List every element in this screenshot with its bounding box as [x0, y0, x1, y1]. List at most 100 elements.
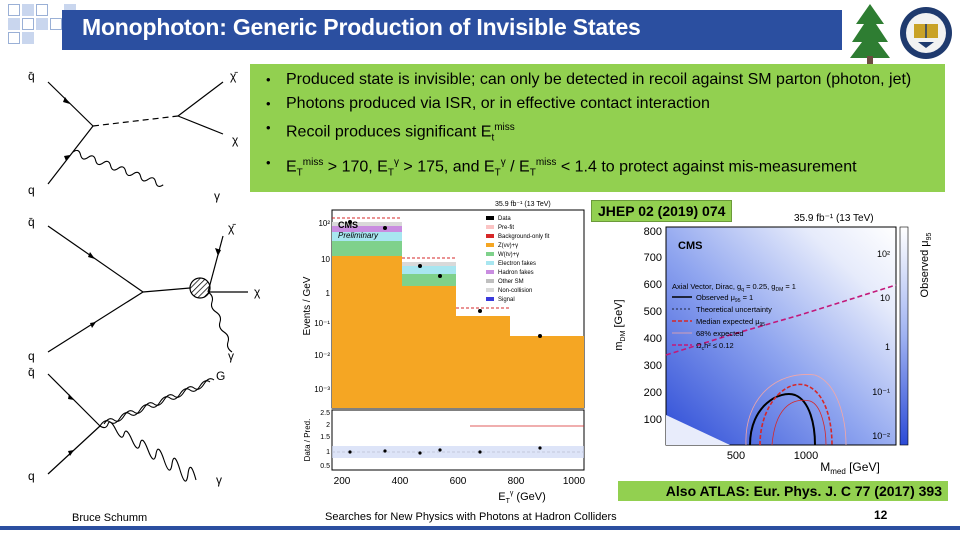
right-xlabel: Mmed [GeV] — [820, 460, 880, 475]
left-ratio-tick: 2.5 — [320, 410, 330, 417]
right-legend-entry: Theoretical uncertainty — [696, 305, 772, 314]
left-legend-entry: Non-collision — [498, 288, 532, 294]
left-ytick: 10⁻² — [314, 351, 330, 360]
right-xticks: 500 1000 — [727, 450, 818, 462]
right-legend-entry: Ωch² ≤ 0.12 — [696, 341, 734, 352]
bullet-list: Produced state is invisible; can only be… — [250, 64, 945, 185]
feynman-diagrams: q̄ q χ̄ χ γ q̄ q χ̄ χ γ q̄ q G γ — [28, 69, 261, 487]
left-cms: CMS — [338, 220, 358, 230]
left-legend-entry: Z(νν)+γ — [498, 243, 518, 249]
page-number: 12 — [874, 508, 888, 522]
left-lumi: 35.9 fb⁻¹ (13 TeV) — [495, 201, 551, 208]
right-ztick: 1 — [885, 342, 890, 352]
left-ratio-tick: 1 — [326, 449, 330, 456]
bullet-box: Produced state is invisible; can only be… — [250, 64, 945, 192]
feynman-diagram-2: q̄ q χ̄ χ γ — [28, 215, 261, 363]
left-ytick: 10² — [318, 219, 330, 228]
feynman-diagram-1: q̄ q χ̄ χ γ — [28, 69, 239, 203]
d3-gamma-label: γ — [216, 473, 222, 487]
right-legend-entry: Observed μ95 = 1 — [696, 293, 753, 304]
right-cms: CMS — [678, 240, 702, 252]
left-ytick: 10⁻¹ — [314, 319, 330, 328]
right-ytick: 100 — [644, 414, 662, 426]
slide-title: Monophoton: Generic Production of Invisi… — [82, 14, 641, 40]
right-legend-entry: 68% expected — [696, 329, 744, 338]
footer-title: Searches for New Physics with Photons at… — [325, 511, 617, 523]
d3-qbar-label: q̄ — [28, 365, 35, 379]
right-ztick: 10⁻¹ — [872, 387, 890, 397]
left-xtick: 400 — [392, 476, 409, 487]
university-logos — [850, 4, 952, 64]
jhep-reference: JHEP 02 (2019) 074 — [591, 200, 733, 222]
d1-chi-label: χ — [232, 133, 239, 147]
d1-gamma-label: γ — [214, 189, 220, 203]
right-ytick: 300 — [644, 360, 662, 372]
redwood-tree-logo — [850, 4, 890, 64]
bullet-item: Photons produced via ISR, or in effectiv… — [264, 92, 937, 116]
effective-vertex — [189, 277, 211, 299]
left-yticks: 10² 10 1 10⁻¹ 10⁻² 10⁻³ — [314, 219, 330, 394]
left-legend-entry: Data — [498, 216, 511, 222]
left-ratio-ticks: 2.5 2 1.5 1 0.5 — [320, 410, 330, 470]
right-lumi: 35.9 fb⁻¹ (13 TeV) — [794, 213, 874, 224]
plot-right-exclusion: Axial Vector, Dirac, gq = 0.25, gDM = 1 … — [610, 205, 948, 475]
right-ytick: 400 — [644, 333, 662, 345]
right-ztick: 10⁻² — [872, 431, 890, 441]
left-xtick: 200 — [334, 476, 351, 487]
left-ratio-tick: 1.5 — [320, 434, 330, 441]
left-xlabel: ETγ (GeV) — [498, 490, 546, 505]
left-legend: Data Pre-fit Background-only fit Z(νν)+γ… — [486, 216, 550, 303]
right-xtick: 1000 — [794, 450, 818, 462]
bullet-item: ETmiss > 170, ETγ > 175, and ETγ / ETmis… — [264, 151, 937, 186]
d2-q-label: q — [28, 349, 35, 363]
d2-gamma-label: γ — [228, 349, 234, 363]
right-ytick: 700 — [644, 252, 662, 264]
d3-g-label: G — [216, 369, 225, 383]
right-yticks: 800 700 600 500 400 300 200 100 — [644, 226, 662, 426]
left-xtick: 800 — [508, 476, 525, 487]
right-zlabel: Observed μ95 — [919, 232, 933, 297]
left-xticks: 200 400 600 800 1000 — [334, 476, 586, 487]
d3-q-label: q — [28, 469, 35, 483]
left-ratio-ylabel: Data / Pred. — [303, 419, 312, 462]
left-legend-entry: Hadron fakes — [498, 270, 534, 276]
feynman-diagram-3: q̄ q G γ — [28, 365, 225, 487]
right-legend: Axial Vector, Dirac, gq = 0.25, gDM = 1 … — [672, 282, 796, 352]
left-ratio-tick: 0.5 — [320, 463, 330, 470]
colorbar — [899, 226, 909, 446]
expected-contour — [759, 383, 833, 446]
footer-line — [0, 526, 960, 530]
d2-qbar-label: q̄ — [28, 215, 35, 229]
left-ytick: 1 — [326, 289, 331, 298]
left-ratio-tick: 2 — [326, 422, 330, 429]
observed-contour — [749, 393, 816, 446]
d2-chi-label: χ — [254, 285, 261, 299]
left-legend-entry: Pre-fit — [498, 225, 514, 231]
right-ytick: 600 — [644, 279, 662, 291]
d2-chibar-label: χ̄ — [228, 221, 236, 235]
left-xtick: 600 — [450, 476, 467, 487]
right-ztick: 10² — [877, 249, 890, 259]
seal-logo — [900, 7, 952, 59]
right-ytick: 500 — [644, 306, 662, 318]
left-legend-entry: Background-only fit — [498, 234, 550, 240]
right-legend-entry: Axial Vector, Dirac, gq = 0.25, gDM = 1 — [672, 282, 796, 293]
relic-line — [665, 284, 897, 356]
d1-q-label: q — [28, 183, 35, 197]
ratio-points — [348, 446, 542, 455]
atlas-reference: Also ATLAS: Eur. Phys. J. C 77 (2017) 39… — [618, 481, 948, 501]
stacked-histogram — [332, 217, 584, 408]
left-ytick: 10 — [321, 255, 330, 264]
d1-chibar-label: χ̄ — [230, 69, 238, 83]
right-legend-entry: Median expected μ95 — [696, 317, 765, 328]
left-ylabel: Events / GeV — [302, 276, 313, 335]
left-xtick: 1000 — [563, 476, 586, 487]
right-ylabel: mDM [GeV] — [613, 299, 627, 350]
left-legend-entry: Signal — [498, 297, 515, 303]
right-ytick: 200 — [644, 387, 662, 399]
title-bar — [62, 10, 842, 50]
left-preliminary: Preliminary — [338, 231, 379, 240]
left-ytick: 10⁻³ — [314, 385, 330, 394]
bullet-item: Recoil produces significant Etmiss — [264, 116, 937, 151]
footer-author: Bruce Schumm — [72, 512, 148, 524]
